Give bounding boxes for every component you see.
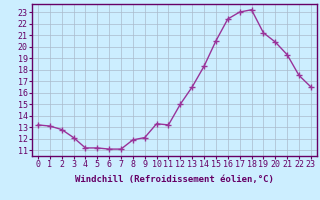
X-axis label: Windchill (Refroidissement éolien,°C): Windchill (Refroidissement éolien,°C) [75, 175, 274, 184]
